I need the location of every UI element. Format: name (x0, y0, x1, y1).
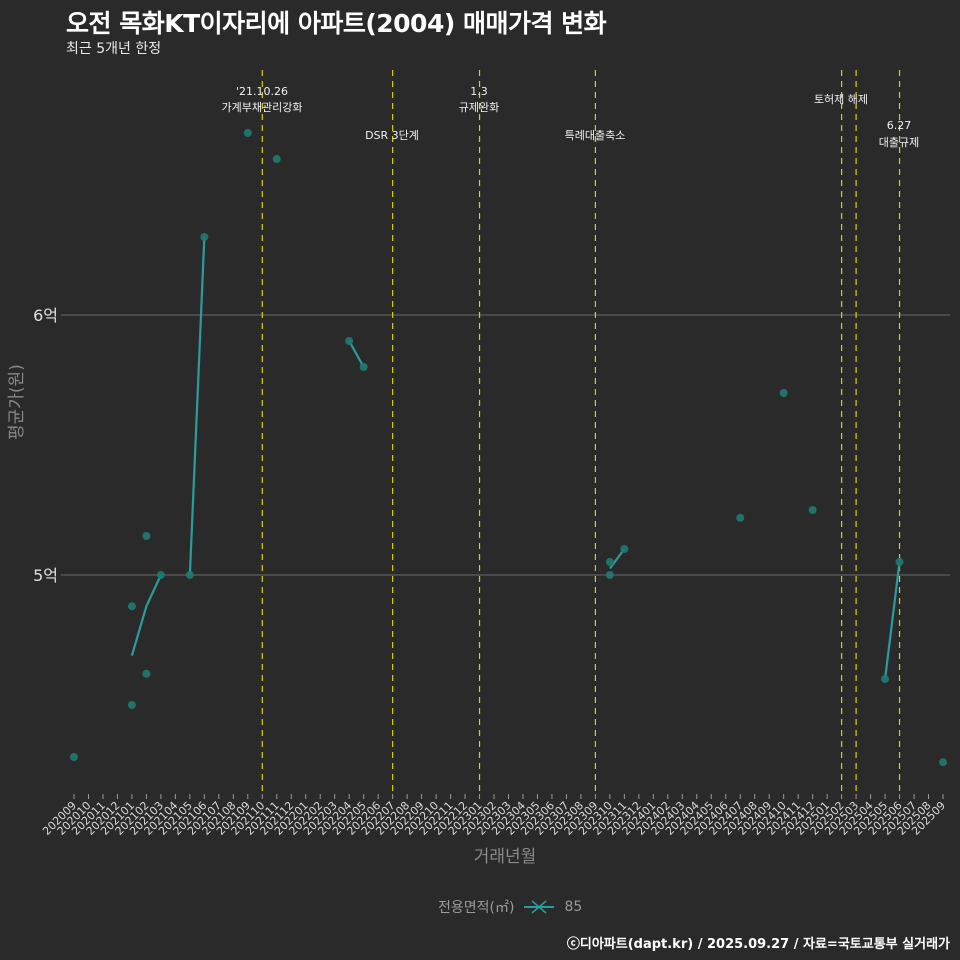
event-annotation: 1.3 (470, 85, 488, 98)
data-point (156, 571, 165, 579)
data-point (70, 753, 78, 761)
data-point (185, 571, 194, 579)
event-annotation: 6.27 (887, 119, 912, 132)
series-line (883, 561, 901, 680)
series-line (608, 548, 626, 570)
data-point (605, 571, 614, 579)
legend-line-point-icon (522, 898, 556, 916)
event-annotation: 특례대출축소 (565, 129, 626, 142)
series-line (130, 574, 162, 656)
data-point (939, 758, 947, 767)
event-annotation: 대출규제 (879, 136, 919, 149)
data-point (881, 675, 890, 683)
event-annotation: DSR 3단계 (365, 129, 419, 142)
event-annotation: '21.10.26 (236, 85, 288, 98)
data-point (127, 701, 136, 709)
chart-subtitle: 최근 5개년 한정 (66, 41, 162, 57)
y-axis-title: 평균가(원) (7, 364, 27, 440)
data-point (779, 389, 788, 397)
series-line (348, 340, 365, 368)
data-point (359, 363, 368, 371)
y-tick-label: 6억 (33, 306, 58, 325)
source-credit: ⓒ디아파트(dapt.kr) / 2025.09.27 / 자료=국토교통부 실… (566, 937, 950, 952)
data-point (736, 513, 745, 522)
x-axis-title: 거래년월 (473, 847, 537, 867)
data-point (200, 233, 209, 241)
data-point (243, 129, 252, 137)
legend-title: 전용면적(㎡) (438, 900, 515, 916)
y-tick-label: 5억 (33, 566, 58, 585)
legend-item-85: 85 (564, 899, 583, 915)
data-point (142, 532, 151, 540)
data-point (808, 506, 817, 514)
event-annotation: 가계부채관리강화 (222, 101, 303, 114)
data-point (272, 155, 281, 163)
data-point (127, 602, 136, 611)
chart-title: 오전 목화KT이자리에 아파트(2004) 매매가격 변화 (66, 9, 607, 38)
legend: 전용면적(㎡) 85 (438, 897, 582, 917)
data-point (345, 337, 354, 345)
data-point (605, 558, 614, 566)
event-annotation: 규제완화 (459, 101, 499, 114)
data-point (620, 545, 629, 553)
series-line (188, 236, 206, 576)
event-annotation: 토허제 해제 (814, 92, 868, 106)
data-point (895, 558, 904, 566)
data-point (142, 669, 151, 678)
